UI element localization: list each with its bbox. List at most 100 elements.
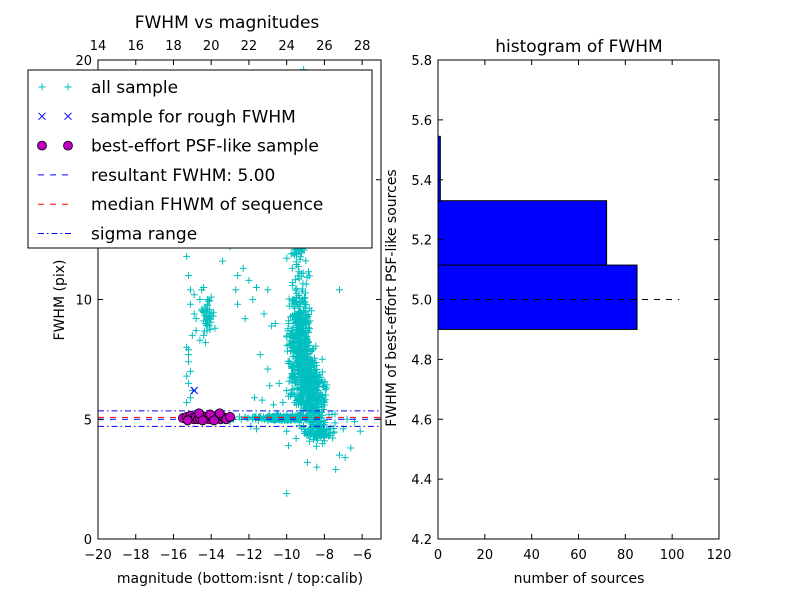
all-sample-point <box>302 318 310 326</box>
legend-marker <box>38 83 46 91</box>
legend-label: all sample <box>91 78 178 98</box>
all-sample-point <box>204 297 212 305</box>
scatter-x-tick-label: −8 <box>315 548 334 563</box>
legend-box <box>27 69 373 249</box>
all-sample-point <box>335 286 343 294</box>
all-sample-point <box>312 404 320 412</box>
all-sample-point <box>300 294 308 302</box>
all-sample-point <box>316 371 324 379</box>
all-sample-point <box>285 302 293 310</box>
all-sample-point <box>292 358 300 366</box>
all-sample-point <box>288 326 296 334</box>
all-sample-point <box>318 440 326 448</box>
scatter-x-tick-label: −20 <box>84 548 111 563</box>
scatter-top-tick-label: 20 <box>203 39 220 54</box>
all-sample-point <box>285 295 293 303</box>
all-sample-point <box>183 372 191 380</box>
scatter-top-tick-label: 14 <box>90 39 107 54</box>
legend-marker <box>37 140 47 151</box>
all-sample-point <box>232 286 240 294</box>
all-sample-series <box>183 66 364 497</box>
all-sample-point <box>291 249 299 257</box>
all-sample-point <box>288 264 296 272</box>
histogram-x-tick-label: 40 <box>523 548 540 563</box>
scatter-panel: FWHM vs magnitudes −20 −18 −16 −14 −12 −10 −8−… <box>27 13 382 587</box>
all-sample-point <box>203 308 211 316</box>
psf-like-sample-point <box>225 411 235 422</box>
all-sample-point <box>297 308 305 316</box>
histogram-x-tick-label: 120 <box>707 548 732 563</box>
all-sample-point <box>310 354 318 362</box>
legend-label: resultant FWHM: 5.00 <box>91 166 275 186</box>
all-sample-point <box>304 426 312 434</box>
histogram-y-tick-label: 5.4 <box>411 174 432 189</box>
all-sample-point <box>318 355 326 363</box>
all-sample-point <box>304 339 312 347</box>
all-sample-point <box>309 436 317 444</box>
all-sample-point <box>275 379 283 387</box>
all-sample-point <box>297 424 305 432</box>
scatter-x-tick-label: −16 <box>160 548 187 563</box>
all-sample-point <box>290 389 298 397</box>
all-sample-point <box>287 415 295 423</box>
all-sample-point <box>313 378 321 386</box>
all-sample-point <box>291 276 299 284</box>
all-sample-point <box>288 281 296 289</box>
all-sample-point <box>347 444 355 452</box>
all-sample-point <box>249 296 257 303</box>
all-sample-point <box>252 284 260 292</box>
scatter-top-tick-label: 28 <box>354 39 371 54</box>
all-sample-point <box>284 325 292 333</box>
all-sample-point <box>283 254 291 262</box>
scatter-y-tick-label: 0 <box>84 533 92 548</box>
histogram-y-tick-label: 5.2 <box>411 234 432 249</box>
all-sample-point <box>318 427 326 435</box>
all-sample-point <box>298 249 306 257</box>
all-sample-point <box>257 413 265 421</box>
all-sample-point <box>304 324 312 332</box>
all-sample-point <box>302 257 310 265</box>
all-sample-point <box>287 331 295 339</box>
all-sample-point <box>313 431 321 439</box>
all-sample-point <box>293 345 301 353</box>
all-sample-point <box>269 401 277 409</box>
scatter-y-tick-label: 10 <box>75 294 92 309</box>
legend-label: best-effort PSF-like sample <box>91 137 319 157</box>
all-sample-point <box>190 291 198 299</box>
all-sample-point <box>317 401 325 409</box>
all-sample-point <box>288 296 296 304</box>
legend-label: sigma range <box>91 225 197 245</box>
all-sample-point <box>283 387 291 395</box>
all-sample-point <box>287 313 295 321</box>
all-sample-point <box>284 317 292 325</box>
all-sample-point <box>325 432 333 440</box>
all-sample-point <box>292 434 300 442</box>
scatter-title: FWHM vs magnitudes <box>135 13 320 33</box>
all-sample-point <box>260 310 268 318</box>
histogram-y-tick-label: 5.6 <box>411 114 432 129</box>
all-sample-point <box>305 310 313 318</box>
histogram-y-tick-label: 4.2 <box>411 533 432 548</box>
all-sample-point <box>295 268 303 276</box>
all-sample-point <box>219 257 227 265</box>
all-sample-point <box>303 273 311 281</box>
all-sample-point <box>315 410 323 418</box>
scatter-x-tick-label: −6 <box>353 548 372 563</box>
rough-fwhm-sample-point <box>190 386 199 395</box>
all-sample-point <box>294 354 302 362</box>
all-sample-point <box>293 249 301 257</box>
all-sample-point <box>206 325 214 333</box>
all-sample-point <box>292 286 300 294</box>
scatter-x-tick-label: −18 <box>122 548 149 563</box>
all-sample-point <box>283 489 291 497</box>
all-sample-point <box>293 294 301 302</box>
all-sample-point <box>183 252 191 260</box>
all-sample-point <box>200 331 208 339</box>
scatter-y-axis-label: FWHM (pix) <box>52 260 68 341</box>
all-sample-point <box>302 289 310 297</box>
legend-marker <box>64 112 72 121</box>
all-sample-point <box>198 307 206 315</box>
histogram-y-axis-label: FWHM of best-effort PSF-like sources <box>384 169 400 426</box>
legend-marker <box>64 83 72 91</box>
all-sample-point <box>303 372 311 380</box>
